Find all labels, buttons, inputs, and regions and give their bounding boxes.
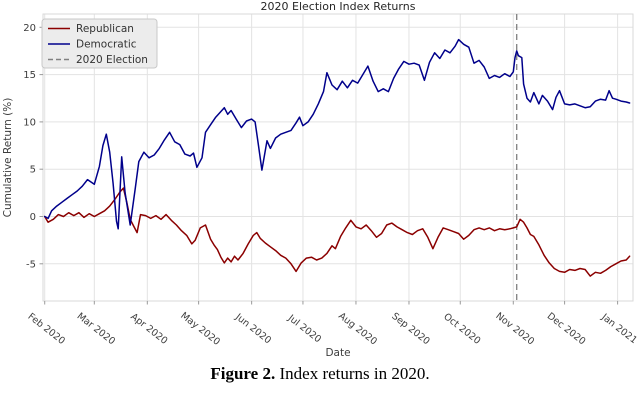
- plot-border: [42, 13, 634, 302]
- x-tick-label: Mar 2020: [75, 311, 117, 347]
- x-tick-label: Oct 2020: [441, 311, 482, 347]
- x-tick-label: Jan 2021: [598, 311, 639, 346]
- x-tick-label: Nov 2020: [493, 311, 536, 348]
- y-tick-label: 20: [23, 23, 36, 34]
- y-tick-label: 15: [23, 70, 36, 81]
- x-axis-label: Date: [325, 347, 350, 359]
- figure-caption: Figure 2. Index returns in 2020.: [0, 364, 640, 384]
- democratic-line: [43, 38, 631, 230]
- x-tick-label: Jul 2020: [285, 312, 323, 345]
- y-axis-label: Cumulative Return (%): [2, 98, 14, 218]
- legend-label-democratic: Democratic: [76, 39, 137, 51]
- legend-label-2020-election: 2020 Election: [76, 54, 148, 66]
- x-tick-label: Sep 2020: [389, 311, 431, 347]
- chart-svg: 20 15 10 5 0 -5 Feb 2020 Mar 2020 Apr 2020 May 20…: [2, 0, 639, 359]
- x-tick-label: May 2020: [178, 310, 222, 348]
- y-tick-label: -5: [26, 259, 36, 270]
- legend-label-republican: Republican: [76, 23, 134, 35]
- y-tick-label: 5: [30, 165, 36, 176]
- x-tick-label: Aug 2020: [336, 311, 379, 348]
- chart-title: 2020 Election Index Returns: [261, 0, 416, 13]
- x-tick-label: Feb 2020: [26, 311, 67, 347]
- figure-caption-label: Figure 2.: [210, 364, 276, 383]
- figure-caption-text: Index returns in 2020.: [275, 364, 430, 383]
- y-tick-label: 10: [23, 117, 36, 128]
- legend: Republican Democratic 2020 Election: [41, 18, 158, 69]
- x-tick-label: Dec 2020: [545, 311, 588, 348]
- election-returns-chart: 20 15 10 5 0 -5 Feb 2020 Mar 2020 Apr 2020 May 20…: [2, 0, 639, 359]
- x-tick-label: Jun 2020: [232, 311, 273, 346]
- legend-box: [41, 18, 158, 69]
- republican-line: [43, 187, 631, 277]
- x-tick-label: Apr 2020: [128, 311, 169, 347]
- y-tick-label: 0: [30, 212, 36, 223]
